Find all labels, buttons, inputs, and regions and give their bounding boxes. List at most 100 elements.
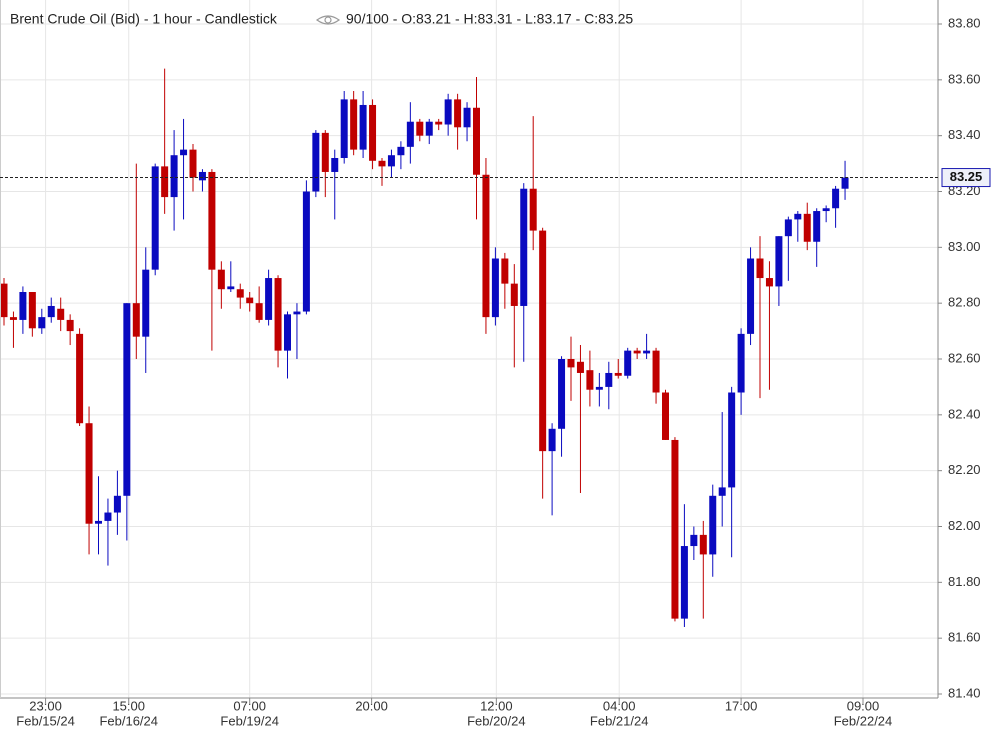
candle-body (813, 211, 821, 242)
x-tick-label: 23:00 (29, 698, 62, 713)
y-tick-label: 83.60 (948, 71, 981, 86)
y-tick-label: 82.20 (948, 462, 981, 477)
candle-body (85, 423, 93, 524)
candle-body (76, 333, 84, 424)
candle-body (784, 219, 792, 237)
candle-body (463, 107, 471, 128)
candle-body (652, 350, 660, 393)
candle-body (57, 308, 65, 320)
candle-body (28, 292, 36, 329)
candle-body (397, 146, 405, 156)
y-tick-label: 83.80 (948, 15, 981, 30)
candle-body (132, 303, 140, 337)
y-tick-label: 82.80 (948, 295, 981, 310)
candle-body (539, 230, 547, 452)
candle-body (340, 99, 348, 159)
candle-body (9, 317, 17, 320)
x-date-label: Feb/15/24 (16, 713, 75, 728)
candle-body (19, 292, 27, 320)
candle-body (803, 213, 811, 242)
x-date-label: Feb/16/24 (99, 713, 158, 728)
candle-body (643, 350, 651, 354)
candle-body (227, 286, 235, 290)
candle-body (284, 314, 291, 351)
x-tick-label: 04:00 (603, 698, 636, 713)
candle-body (170, 155, 178, 198)
candle-body (104, 512, 112, 521)
candle-body (614, 372, 622, 376)
candle-body (293, 311, 301, 315)
candle-body (576, 361, 584, 373)
candle-body (265, 278, 273, 320)
candle-body (359, 104, 367, 150)
x-date-label: Feb/19/24 (220, 713, 279, 728)
candle-body (633, 350, 641, 354)
candle-body (775, 236, 783, 287)
candle-body (728, 392, 736, 488)
x-tick-label: 17:00 (725, 698, 758, 713)
chart-title: Brent Crude Oil (Bid) - 1 hour - Candles… (10, 11, 278, 27)
x-tick-label: 07:00 (233, 698, 266, 713)
candle-body (312, 132, 320, 192)
candle-body (690, 534, 698, 547)
last-price-label: 83.25 (950, 169, 983, 184)
candle-body (47, 305, 55, 318)
x-tick-label: 12:00 (480, 698, 513, 713)
candle-body (66, 319, 74, 332)
y-tick-label: 81.80 (948, 574, 981, 589)
y-tick-label: 82.40 (948, 406, 981, 421)
candle-body (558, 359, 566, 429)
candle-body (113, 495, 121, 513)
candle-body (236, 289, 244, 298)
candle-body (189, 149, 197, 178)
eye-icon (315, 15, 341, 25)
y-tick-label: 81.60 (948, 630, 981, 645)
y-tick-label: 83.00 (948, 239, 981, 254)
candle-body (454, 99, 462, 128)
marks (0, 68, 849, 628)
candle-body (491, 258, 499, 318)
candle-body (586, 370, 594, 390)
candle-body (38, 317, 46, 329)
candle-body (302, 191, 310, 312)
candle-body (255, 303, 263, 320)
candle-body (671, 439, 679, 619)
candle-body (321, 132, 329, 172)
candle-body (274, 278, 282, 351)
chart-subtitle: 90/100 - O:83.21 - H:83.31 - L:83.17 - C… (346, 11, 633, 27)
x-date-label: Feb/21/24 (590, 713, 649, 728)
candle-body (331, 158, 339, 172)
candle-body (737, 333, 745, 393)
candle-body (567, 359, 575, 368)
y-tick-label: 83.40 (948, 127, 981, 142)
candle-body (699, 534, 707, 555)
candle-body (709, 495, 717, 555)
candle-body (520, 188, 528, 306)
candle-body (662, 392, 669, 440)
candle-body (416, 121, 424, 136)
candle-body (406, 121, 414, 147)
candle-body (151, 166, 159, 270)
candle-body (756, 258, 764, 279)
candle-body (425, 121, 433, 136)
candle-body (123, 303, 131, 496)
candle-body (387, 155, 395, 167)
candle-body (624, 350, 632, 376)
candle-body (217, 269, 225, 290)
candle-body (765, 278, 773, 287)
candle-body (841, 177, 849, 189)
candle-body (378, 160, 386, 167)
candle-body (595, 386, 603, 390)
candle-body (680, 546, 688, 619)
y-tick-label: 81.40 (948, 685, 981, 700)
candle-body (142, 269, 150, 337)
x-date-label: Feb/22/24 (834, 713, 893, 728)
candle-body (747, 258, 755, 334)
candle-body (510, 283, 518, 306)
candle-body (794, 213, 802, 220)
candle-body (198, 171, 206, 181)
y-tick-label: 82.60 (948, 350, 981, 365)
candle-body (548, 428, 556, 452)
last-price-box (941, 168, 991, 188)
